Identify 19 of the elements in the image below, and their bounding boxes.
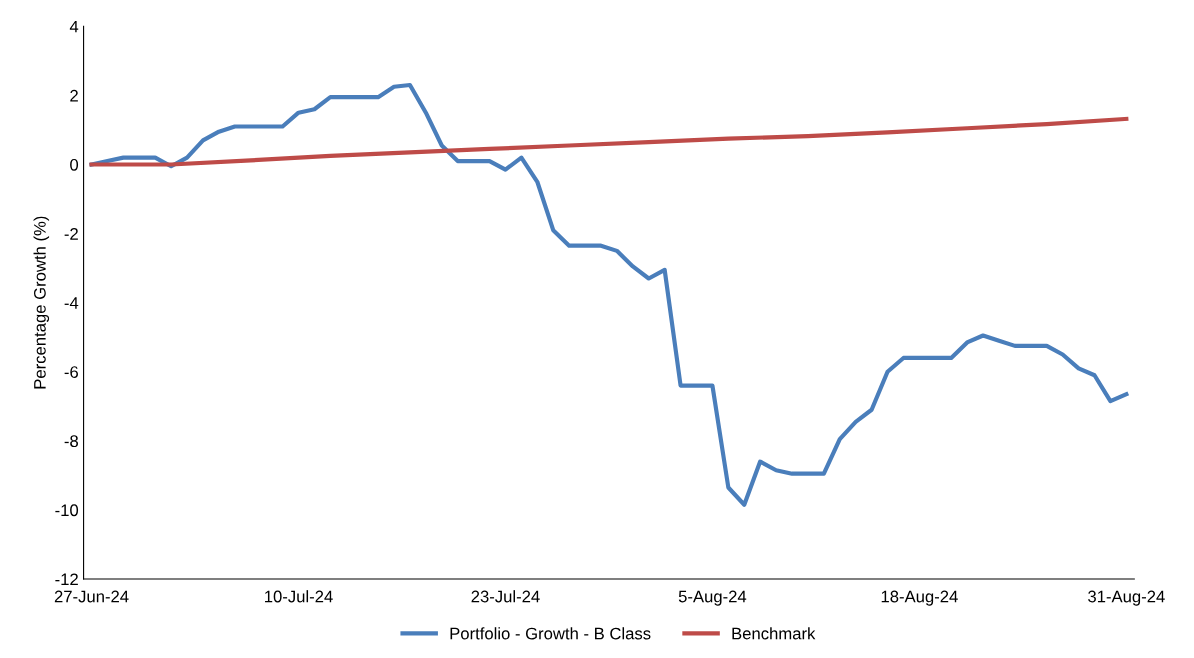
y-tick-label: -4 <box>64 297 79 309</box>
x-tick-label: 18-Aug-24 <box>881 590 958 606</box>
legend-label: Portfolio - Growth - B Class <box>450 627 651 640</box>
y-tick-label: -8 <box>64 435 78 448</box>
y-tick-label: -10 <box>55 504 79 517</box>
y-tick-label: 2 <box>70 89 78 102</box>
line-series <box>89 116 1129 167</box>
x-tick-label: 27-Jun-24 <box>54 590 129 603</box>
legend-label: Benchmark <box>732 627 816 640</box>
y-tick-label: 0 <box>70 158 79 171</box>
x-tick-label: 5-Aug-24 <box>678 590 747 606</box>
y-tick-label: -6 <box>64 366 78 378</box>
x-tick-label: 23-Jul-24 <box>471 590 540 603</box>
x-tick-label: 10-Jul-24 <box>265 590 333 603</box>
x-tick-label: 31-Aug-24 <box>1088 590 1165 606</box>
y-tick-label: -12 <box>55 573 78 586</box>
y-tick-label: 4 <box>69 20 79 33</box>
y-tick-label: -2 <box>64 227 78 240</box>
y-axis-title: Percentage Growth (%) <box>33 216 50 389</box>
